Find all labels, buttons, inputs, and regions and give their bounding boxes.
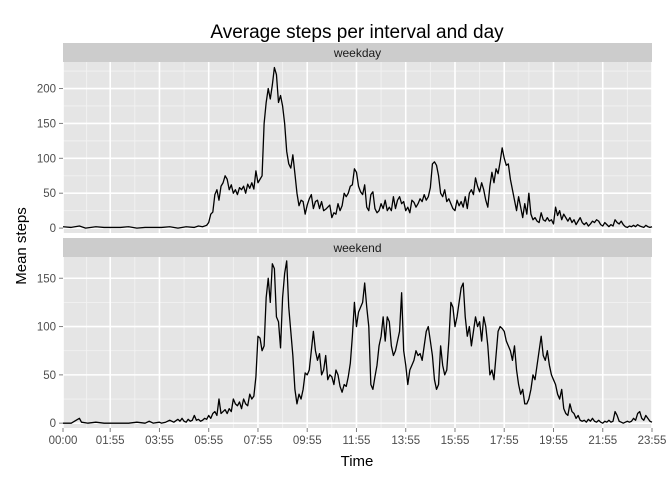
plot-background — [63, 62, 652, 233]
facet-panels: weekday 0 50 100 150 200 weekend 0 50 100 150 — [37, 43, 653, 430]
y-tick-label: 200 — [37, 84, 56, 96]
y-tick-label: 0 — [50, 418, 56, 430]
y-axis-title: Mean steps — [13, 207, 30, 285]
panel-weekend: weekend 0 50 100 150 — [37, 238, 653, 430]
strip-background — [63, 43, 652, 62]
x-axis-title: Time — [341, 453, 374, 470]
strip-label: weekend — [332, 241, 381, 255]
strip-background — [63, 238, 652, 257]
x-tick-label: 15:55 — [441, 435, 470, 447]
x-tick-label: 01:55 — [96, 435, 125, 447]
y-tick-label: 50 — [43, 370, 56, 382]
series-line-weekday — [62, 66, 653, 229]
y-tick-label: 50 — [43, 188, 56, 200]
y-tick-label: 100 — [37, 153, 56, 165]
x-tick-label: 09:55 — [293, 435, 322, 447]
x-tick-label: 07:55 — [244, 435, 273, 447]
x-tick-label: 19:55 — [539, 435, 568, 447]
strip-label: weekday — [333, 46, 381, 60]
chart-title: Average steps per interval and day — [210, 22, 504, 43]
y-tick-label: 0 — [50, 223, 56, 235]
series-line-weekend — [63, 260, 653, 424]
x-axis: 00:00 01:55 03:55 05:55 07:55 09:55 11:55 13:55… — [49, 428, 667, 447]
x-tick-label: 03:55 — [145, 435, 174, 447]
y-tick-label: 150 — [37, 273, 56, 285]
x-tick-label: 13:55 — [391, 435, 420, 447]
x-tick-label: 11:55 — [343, 435, 371, 447]
x-tick-label: 21:55 — [588, 435, 617, 447]
x-tick-label: 23:55 — [638, 435, 667, 447]
panel-weekday: weekday 0 50 100 150 200 — [37, 43, 653, 235]
x-tick-label: 17:55 — [490, 435, 519, 447]
y-tick-label: 150 — [37, 118, 56, 130]
y-tick-label: 100 — [37, 322, 56, 334]
x-tick-label: 05:55 — [194, 435, 223, 447]
x-tick-label: 00:00 — [49, 435, 78, 447]
